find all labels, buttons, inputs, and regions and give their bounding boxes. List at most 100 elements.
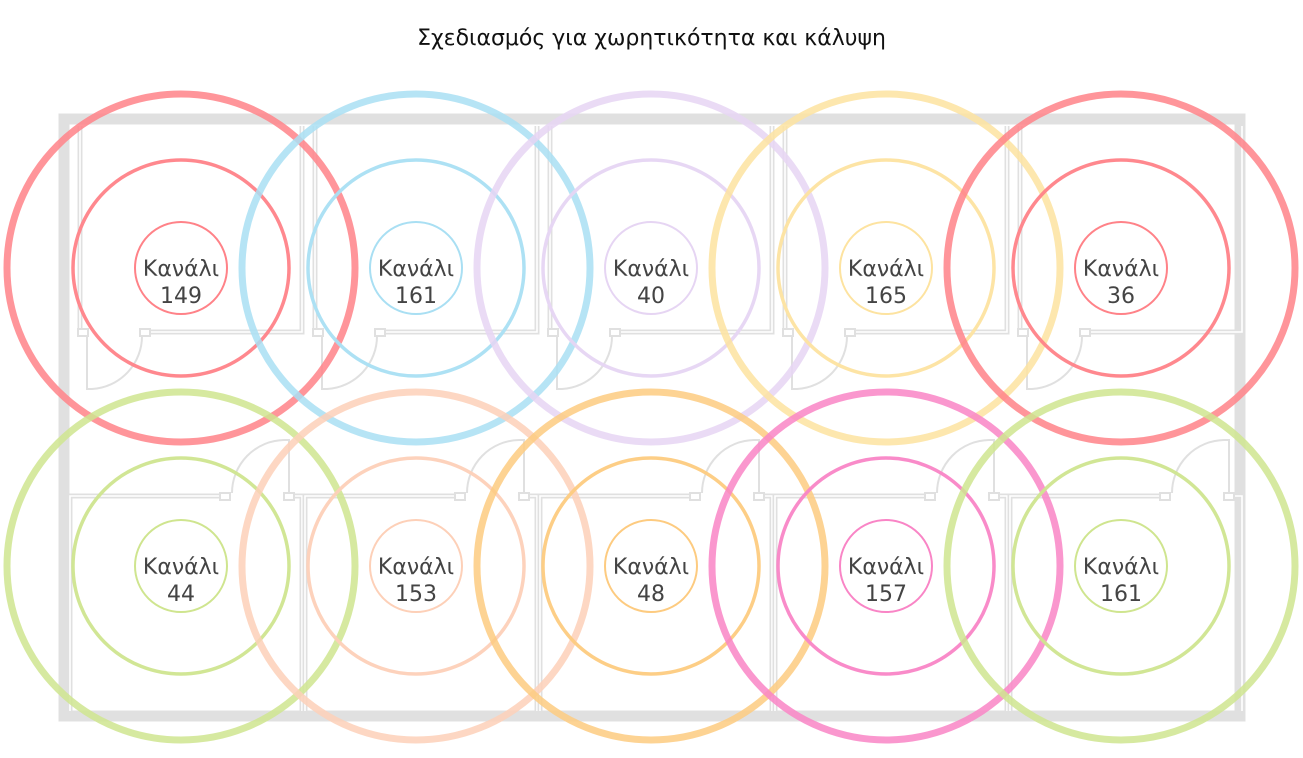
channel-label: Κανάλι	[143, 555, 219, 580]
door-swing	[936, 439, 995, 494]
door-post	[753, 492, 765, 501]
channel-number: 36	[1107, 284, 1135, 309]
door-swing	[1026, 335, 1084, 390]
inner-coverage-ring	[1074, 519, 1168, 613]
door-post	[844, 328, 856, 337]
diagram-title: Σχεδιασμός για χωρητικότητα και κάλυψη	[417, 26, 886, 51]
channel-label: Κανάλι	[613, 257, 689, 282]
channel-number: 48	[637, 582, 665, 607]
door-swing	[1171, 439, 1230, 494]
outer-coverage-ring	[943, 90, 1299, 446]
middle-coverage-ring	[306, 456, 526, 676]
channel-number: 165	[865, 284, 907, 309]
door-post	[547, 328, 559, 337]
door-swing	[466, 439, 525, 494]
middle-coverage-ring	[541, 456, 761, 676]
door-swing	[321, 335, 379, 390]
outer-wall	[58, 113, 1246, 722]
door-swing	[791, 335, 849, 390]
middle-coverage-ring	[541, 158, 761, 378]
door-post	[219, 492, 231, 501]
inner-coverage-ring	[604, 519, 698, 613]
channel-label: Κανάλι	[143, 257, 219, 282]
channel-label: Κανάλι	[613, 555, 689, 580]
channel-label: Κανάλι	[1083, 257, 1159, 282]
door-post	[609, 328, 621, 337]
outer-coverage-ring	[3, 90, 359, 446]
door-post	[689, 492, 701, 501]
middle-coverage-ring	[306, 158, 526, 378]
door-swing	[231, 439, 290, 494]
outer-coverage-ring	[473, 388, 829, 744]
outer-coverage-ring	[238, 388, 594, 744]
inner-coverage-ring	[604, 221, 698, 315]
channel-label: Κανάλι	[378, 555, 454, 580]
channel-number: 161	[1100, 582, 1142, 607]
door-post	[518, 492, 530, 501]
room-wall-inner	[1009, 495, 1243, 711]
channel-number: 149	[160, 284, 202, 309]
door-post	[454, 492, 466, 501]
inner-coverage-ring	[134, 519, 228, 613]
door-swing	[701, 439, 760, 494]
door-post	[77, 328, 89, 337]
channel-label: Κανάλι	[1083, 555, 1159, 580]
inner-coverage-ring	[839, 221, 933, 315]
room-wall-inner	[69, 495, 303, 711]
door-post	[283, 492, 295, 501]
room-wall-inner	[304, 495, 538, 711]
door-swing	[556, 335, 614, 390]
channel-number: 157	[865, 582, 907, 607]
middle-coverage-ring	[776, 456, 996, 676]
outer-coverage-ring	[708, 90, 1064, 446]
channel-number: 161	[395, 284, 437, 309]
outer-coverage-ring	[3, 388, 359, 744]
door-post	[1159, 492, 1171, 501]
door-post	[374, 328, 386, 337]
door-post	[1223, 492, 1235, 501]
inner-coverage-ring	[134, 221, 228, 315]
inner-coverage-ring	[369, 221, 463, 315]
door-post	[924, 492, 936, 501]
door-post	[782, 328, 794, 337]
middle-coverage-ring	[1011, 456, 1231, 676]
outer-coverage-ring	[238, 90, 594, 446]
door-post	[139, 328, 151, 337]
middle-coverage-ring	[1011, 158, 1231, 378]
inner-coverage-ring	[1074, 221, 1168, 315]
outer-coverage-ring	[708, 388, 1064, 744]
channel-label: Κανάλι	[848, 257, 924, 282]
channel-number: 40	[637, 284, 665, 309]
middle-coverage-ring	[776, 158, 996, 378]
inner-coverage-ring	[369, 519, 463, 613]
channel-label: Κανάλι	[378, 257, 454, 282]
channel-number: 153	[395, 582, 437, 607]
door-swing	[86, 335, 144, 390]
coverage-circles: Κανάλι149Κανάλι161Κανάλι40Κανάλι165Κανάλ…	[3, 90, 1299, 744]
rooms	[67, 126, 1245, 711]
middle-coverage-ring	[71, 158, 291, 378]
door-post	[1079, 328, 1091, 337]
outer-coverage-ring	[943, 388, 1299, 744]
door-post	[312, 328, 324, 337]
channel-number: 44	[167, 582, 195, 607]
channel-label: Κανάλι	[848, 555, 924, 580]
room-wall-inner	[774, 495, 1008, 711]
room-wall-inner	[539, 495, 773, 711]
outer-coverage-ring	[473, 90, 829, 446]
inner-coverage-ring	[839, 519, 933, 613]
door-post	[988, 492, 1000, 501]
door-post	[1017, 328, 1029, 337]
middle-coverage-ring	[71, 456, 291, 676]
